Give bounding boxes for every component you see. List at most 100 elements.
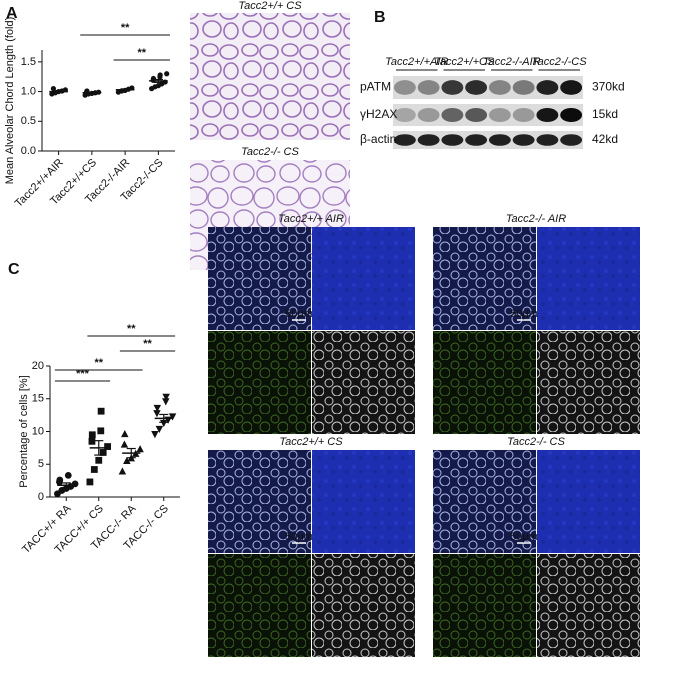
microscopy-tile xyxy=(537,227,640,330)
data-point xyxy=(97,427,105,435)
significance-label: ** xyxy=(94,357,103,369)
y-tick-label: 20 xyxy=(32,360,44,372)
blot-band xyxy=(488,80,511,95)
blot-band xyxy=(560,107,583,123)
data-point xyxy=(123,456,131,465)
microscopy-tile xyxy=(208,227,311,330)
significance-label: ** xyxy=(121,22,130,34)
scale-bar-label: 50μm xyxy=(285,308,313,320)
significance-label: ** xyxy=(137,47,146,59)
blot-band xyxy=(417,80,440,95)
image-title: Tacc2+/+ CS xyxy=(279,436,343,448)
y-tick-label: 1.0 xyxy=(21,85,36,97)
data-point xyxy=(136,445,144,453)
blot-band xyxy=(488,134,511,146)
microscopy-tile xyxy=(208,331,311,434)
blot-strip xyxy=(393,131,583,149)
data-point xyxy=(151,431,159,439)
blot-band xyxy=(536,107,559,123)
data-point xyxy=(90,466,98,473)
image-title: Tacc2+/+ CS xyxy=(238,0,302,12)
blot-band xyxy=(560,134,583,146)
microscopy-tile xyxy=(433,450,536,553)
histology-image xyxy=(190,13,350,140)
microscopy-tile xyxy=(433,554,536,657)
scale-bar-label: 50μm xyxy=(510,308,538,320)
data-point xyxy=(88,437,96,445)
blot-band xyxy=(512,107,535,123)
blot-row-label: pATM xyxy=(360,80,391,94)
blot-band xyxy=(441,80,464,95)
blot-strip xyxy=(393,76,583,99)
data-point xyxy=(99,449,107,456)
blot-group-label: Tacc2-/-CS xyxy=(532,56,587,68)
data-point xyxy=(120,440,129,448)
image-title: Tacc2+/+ AIR xyxy=(278,213,344,225)
blot-band xyxy=(441,107,464,123)
significance-label: ** xyxy=(143,338,152,350)
blot-band xyxy=(417,107,440,123)
blot-band xyxy=(512,80,535,95)
data-point xyxy=(50,86,57,92)
panel-letter: A xyxy=(6,5,18,22)
data-point xyxy=(160,419,168,428)
data-point xyxy=(95,456,103,464)
image-title: Tacc2-/- AIR xyxy=(506,213,566,225)
microscopy-tile xyxy=(312,331,415,434)
image-title: Tacc2-/- CS xyxy=(241,146,299,158)
blot-band xyxy=(465,107,488,123)
microscopy-tile xyxy=(208,450,311,553)
blot-row-label: β-actin xyxy=(360,132,396,146)
blot-group-label: Tacc2+/+AIR xyxy=(385,56,448,68)
blot-strip xyxy=(393,104,583,126)
y-tick-label: 0 xyxy=(38,491,44,503)
blot-band xyxy=(488,107,511,123)
image-title: Tacc2-/- CS xyxy=(507,436,565,448)
y-axis-label: Mean Alveolar Chord Length (fold) xyxy=(4,17,16,185)
panel-letter: B xyxy=(374,9,386,26)
data-point xyxy=(164,71,170,77)
blot-band xyxy=(560,80,583,95)
blot-band xyxy=(393,134,416,146)
y-tick-label: 15 xyxy=(32,393,44,405)
microscopy-tile xyxy=(312,450,415,553)
data-point xyxy=(104,443,111,450)
blot-size-label: 370kd xyxy=(592,80,625,94)
data-point xyxy=(118,467,127,475)
microscopy-tile xyxy=(433,227,536,330)
data-point xyxy=(64,471,72,479)
blot-group-label: Tacc2+/+CS xyxy=(434,56,495,68)
blot-band xyxy=(417,134,440,146)
y-tick-label: 10 xyxy=(32,425,44,437)
panel-letter: C xyxy=(8,261,20,278)
significance-label: *** xyxy=(76,368,90,380)
microscopy-tile xyxy=(312,227,415,330)
blot-size-label: 15kd xyxy=(592,107,618,121)
data-point xyxy=(121,430,129,438)
data-point xyxy=(162,393,170,401)
data-point xyxy=(157,72,163,78)
blot-band xyxy=(465,80,488,95)
y-tick-label: 5 xyxy=(38,458,44,470)
data-point xyxy=(153,404,162,412)
data-point xyxy=(56,476,64,484)
blot-band xyxy=(536,80,559,95)
microscopy-tile xyxy=(208,554,311,657)
data-point xyxy=(86,478,94,486)
blot-band xyxy=(512,134,535,146)
microscopy-tile xyxy=(537,450,640,553)
data-point xyxy=(71,480,79,488)
y-tick-label: 0.5 xyxy=(21,115,36,127)
blot-band xyxy=(441,134,464,146)
y-axis-label: Percentage of cells [%] xyxy=(18,375,30,488)
blot-band xyxy=(393,107,416,123)
microscopy-tile xyxy=(433,331,536,434)
blot-band xyxy=(465,134,488,146)
microscopy-tile xyxy=(537,331,640,434)
blot-band xyxy=(393,80,416,95)
blot-row-label: γH2AX xyxy=(360,107,397,121)
data-point xyxy=(168,413,177,421)
data-point xyxy=(155,425,164,433)
data-point xyxy=(88,431,96,439)
scale-bar-label: 50μm xyxy=(285,531,313,543)
